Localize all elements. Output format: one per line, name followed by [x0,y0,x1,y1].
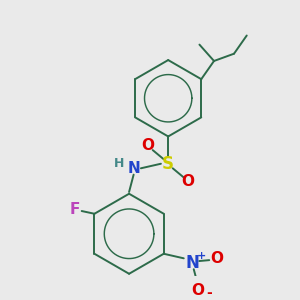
Text: +: + [196,250,206,261]
Text: O: O [142,138,155,153]
Text: O: O [210,251,223,266]
Text: S: S [162,155,174,173]
Text: O: O [191,283,204,298]
Text: O: O [182,174,195,189]
Text: -: - [206,286,212,300]
Text: H: H [114,157,124,170]
Text: N: N [127,161,140,176]
Text: N: N [186,254,200,272]
Text: F: F [69,202,80,217]
